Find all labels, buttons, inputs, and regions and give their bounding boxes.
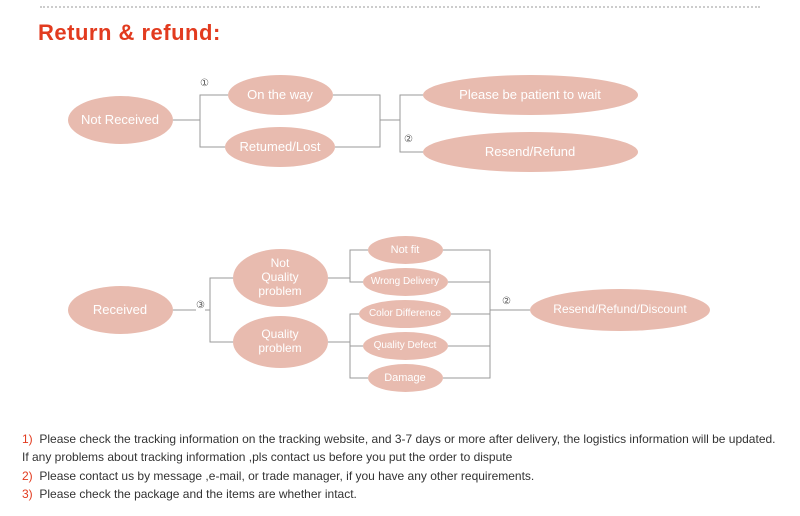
edge-8: [328, 278, 363, 282]
note-3-num: 3): [22, 487, 33, 501]
edge-10: [328, 342, 363, 346]
node-resend_refund: Resend/Refund: [423, 132, 638, 172]
note-2: 2) Please contact us by message ,e-mail,…: [22, 467, 778, 486]
top-dotted-rule: [40, 6, 760, 8]
edge-6: [173, 310, 233, 342]
edge-11: [328, 342, 368, 378]
node-received: Received: [68, 286, 173, 334]
edge-label-4: ②: [404, 134, 413, 145]
note-3-text: Please check the package and the items a…: [39, 487, 357, 501]
edge-7: [328, 250, 368, 278]
notes-block: 1) Please check the tracking information…: [22, 430, 778, 504]
node-color_diff: Color Difference: [359, 300, 451, 328]
edge-12: [443, 250, 490, 310]
edge-3: [335, 120, 380, 147]
node-on_the_way: On the way: [228, 75, 333, 115]
note-1-num: 1): [22, 432, 33, 446]
edge-9: [328, 314, 359, 342]
page-title: Return & refund:: [38, 20, 221, 46]
edge-label-0: ①: [200, 78, 209, 89]
node-resend_refund_discount: Resend/Refund/Discount: [530, 289, 710, 331]
edge-label-5: ③: [196, 300, 205, 311]
node-patient: Please be patient to wait: [423, 75, 638, 115]
note-1: 1) Please check the tracking information…: [22, 430, 778, 467]
edge-1: [173, 120, 225, 147]
note-2-num: 2): [22, 469, 33, 483]
edge-label-17: ②: [502, 296, 511, 307]
note-3: 3) Please check the package and the item…: [22, 485, 778, 504]
note-2-text: Please contact us by message ,e-mail, or…: [39, 469, 534, 483]
node-wrong_delivery: Wrong Delivery: [363, 268, 448, 296]
node-not_received: Not Received: [68, 96, 173, 144]
node-quality_defect: Quality Defect: [363, 332, 448, 360]
node-returned_lost: Retumed/Lost: [225, 127, 335, 167]
edge-0: [173, 95, 228, 120]
note-1-text: Please check the tracking information on…: [22, 432, 776, 465]
edge-2: [333, 95, 423, 120]
node-not_fit: Not fit: [368, 236, 443, 264]
node-not_quality: NotQualityproblem: [233, 249, 328, 307]
node-damage: Damage: [368, 364, 443, 392]
node-quality: Qualityproblem: [233, 316, 328, 368]
edge-16: [443, 310, 490, 378]
